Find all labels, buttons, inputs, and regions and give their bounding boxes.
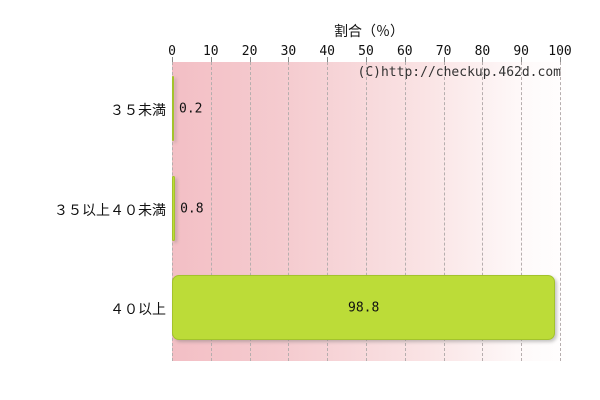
x-tick-label: 90 <box>513 44 530 59</box>
bar <box>172 176 176 241</box>
category-label: ３５以上４０未満 <box>54 201 166 218</box>
x-tick-mark <box>210 57 212 62</box>
x-tick-label: 30 <box>280 44 297 59</box>
gridline <box>210 62 212 361</box>
bar <box>172 76 174 141</box>
gridline <box>327 62 329 361</box>
bar-value-label: 0.2 <box>179 101 203 116</box>
x-tick-label: 20 <box>241 44 258 59</box>
x-tick-mark <box>366 57 367 62</box>
x-tick-mark <box>521 57 523 62</box>
x-tick-label: 0 <box>168 44 176 59</box>
x-tick-label: 40 <box>319 44 336 59</box>
gridline <box>443 62 445 361</box>
x-tick-label: 80 <box>474 44 491 59</box>
x-tick-label: 70 <box>435 44 452 59</box>
x-tick-mark <box>288 57 290 62</box>
plot-area: (C)http://checkup.462d.com 0.2 0.8 98.8 <box>172 62 566 361</box>
gridline <box>366 62 367 361</box>
chart-title: 割合（％） <box>334 23 404 39</box>
x-tick-label: 60 <box>396 44 413 59</box>
watermark: (C)http://checkup.462d.com <box>357 65 562 80</box>
category-label: ３５未満 <box>110 101 166 118</box>
x-tick-label: 50 <box>358 44 374 59</box>
x-tick-mark <box>443 57 445 62</box>
bar-value-label: 0.8 <box>180 201 204 216</box>
gridline <box>560 62 561 361</box>
x-tick-mark <box>249 57 251 62</box>
gridline <box>404 62 406 361</box>
gridline <box>288 62 290 361</box>
bar-value-label: 98.8 <box>348 300 380 315</box>
x-tick-mark <box>327 57 329 62</box>
gridline <box>249 62 251 361</box>
bar <box>172 275 556 340</box>
x-tick-label: 10 <box>202 44 219 59</box>
x-tick-mark <box>560 57 561 62</box>
x-tick-label: 100 <box>548 44 572 59</box>
gridline <box>521 62 523 361</box>
x-tick-mark <box>482 57 484 62</box>
category-label: ４０以上 <box>110 300 166 317</box>
x-tick-mark <box>172 57 173 62</box>
gridline <box>482 62 484 361</box>
x-tick-mark <box>404 57 406 62</box>
